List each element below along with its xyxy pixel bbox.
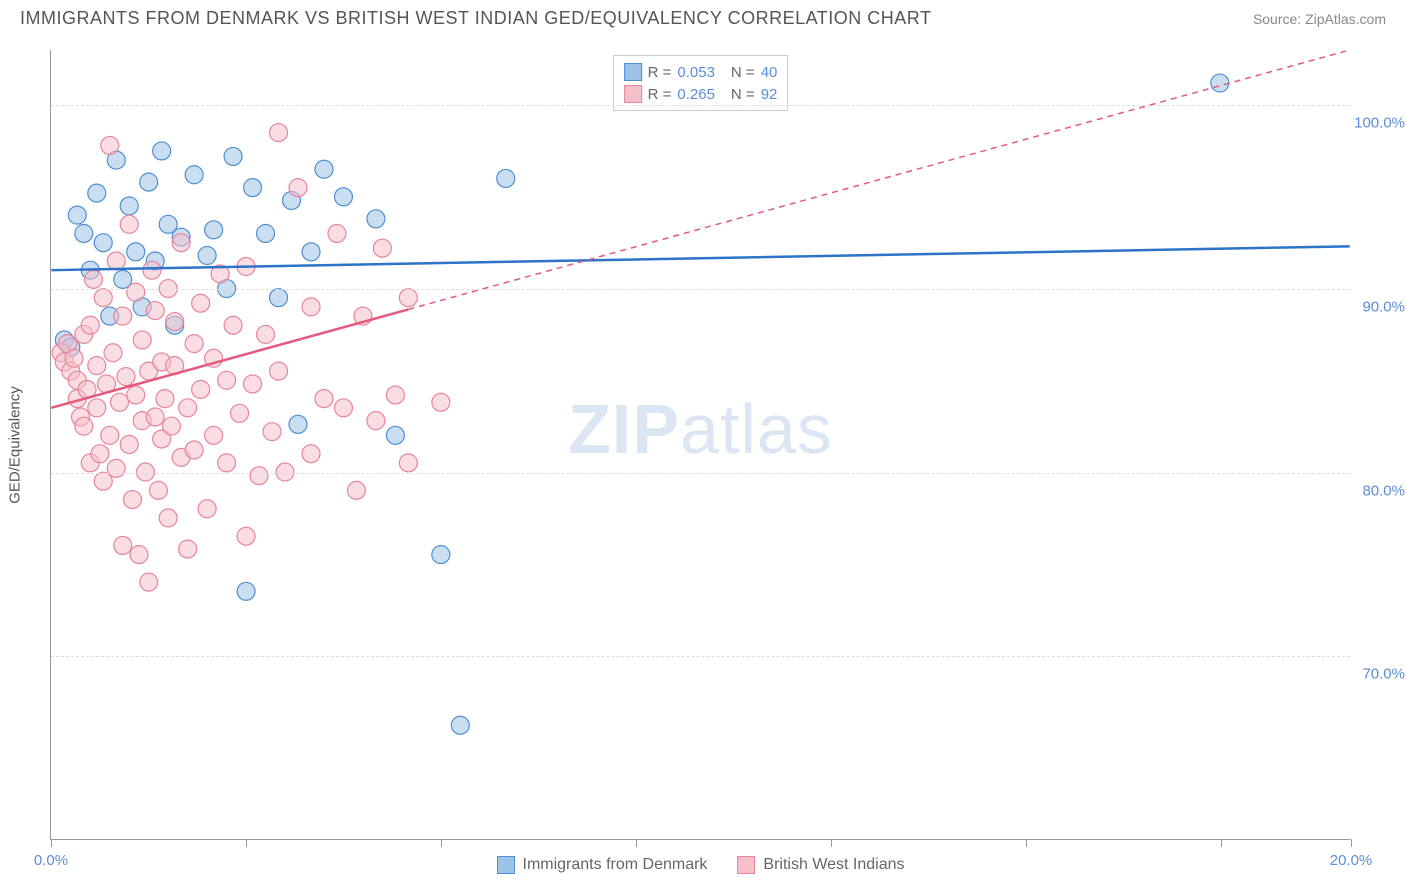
xtick [1351, 839, 1352, 847]
watermark: ZIPatlas [568, 389, 833, 469]
legend-label-1: Immigrants from Denmark [522, 856, 707, 874]
xtick-label: 20.0% [1330, 852, 1373, 869]
n-label-2: N = [731, 86, 755, 103]
watermark-bold: ZIP [568, 390, 680, 468]
chart-container: GED/Equivalency ZIPatlas R = 0.053 N = 4… [50, 50, 1390, 840]
n-value-1: 40 [761, 64, 778, 81]
swatch-series-2 [624, 85, 642, 103]
stats-row-2: R = 0.265 N = 92 [624, 83, 778, 105]
xtick-label: 0.0% [34, 852, 68, 869]
gridline [51, 656, 1350, 657]
chart-header: IMMIGRANTS FROM DENMARK VS BRITISH WEST … [0, 0, 1406, 33]
y-axis-label: GED/Equivalency [7, 386, 24, 504]
xtick [636, 839, 637, 847]
r-value-2: 0.265 [677, 86, 715, 103]
xtick [831, 839, 832, 847]
chart-svg [51, 50, 1350, 839]
xtick [1221, 839, 1222, 847]
legend-label-2: British West Indians [763, 856, 904, 874]
legend-item-1: Immigrants from Denmark [496, 856, 707, 874]
stats-row-1: R = 0.053 N = 40 [624, 61, 778, 83]
xtick [1026, 839, 1027, 847]
r-label-2: R = [648, 86, 672, 103]
xtick [441, 839, 442, 847]
ytick-label: 90.0% [1362, 298, 1405, 315]
bottom-legend: Immigrants from Denmark British West Ind… [496, 856, 904, 874]
xtick [51, 839, 52, 847]
gridline [51, 473, 1350, 474]
legend-swatch-2 [737, 856, 755, 874]
legend-swatch-1 [496, 856, 514, 874]
ytick-label: 70.0% [1362, 666, 1405, 683]
plot-area: ZIPatlas R = 0.053 N = 40 R = 0.265 N = … [50, 50, 1350, 840]
n-label-1: N = [731, 64, 755, 81]
chart-title: IMMIGRANTS FROM DENMARK VS BRITISH WEST … [20, 8, 931, 29]
xtick [246, 839, 247, 847]
gridline [51, 289, 1350, 290]
ytick-label: 80.0% [1362, 482, 1405, 499]
stats-legend: R = 0.053 N = 40 R = 0.265 N = 92 [613, 55, 789, 111]
r-value-1: 0.053 [677, 64, 715, 81]
chart-source: Source: ZipAtlas.com [1253, 11, 1386, 27]
gridline [51, 105, 1350, 106]
swatch-series-1 [624, 63, 642, 81]
r-label-1: R = [648, 64, 672, 81]
legend-item-2: British West Indians [737, 856, 904, 874]
watermark-light: atlas [680, 390, 833, 468]
ytick-label: 100.0% [1354, 115, 1405, 132]
n-value-2: 92 [761, 86, 778, 103]
